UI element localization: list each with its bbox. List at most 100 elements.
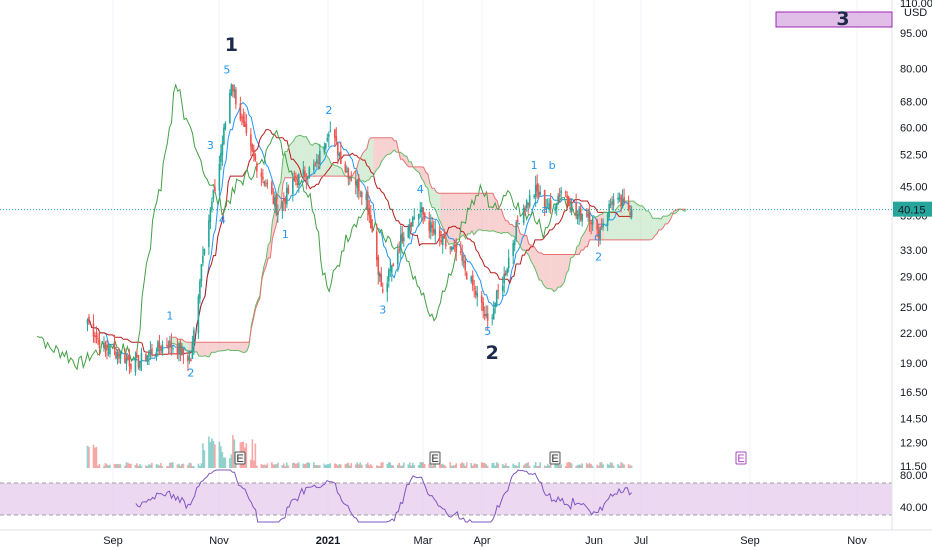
candle-body[interactable] <box>134 357 137 372</box>
candle-body[interactable] <box>334 129 336 138</box>
candle-body[interactable] <box>214 186 216 191</box>
candle-body[interactable] <box>387 270 390 282</box>
candle-body[interactable] <box>244 121 246 127</box>
candle-body[interactable] <box>621 199 624 207</box>
candle-body[interactable] <box>390 265 393 272</box>
candle-body[interactable] <box>160 346 162 351</box>
candle-body[interactable] <box>599 227 601 241</box>
candle-body[interactable] <box>609 203 612 205</box>
candle-body[interactable] <box>157 341 159 352</box>
candle-body[interactable] <box>596 220 598 230</box>
candle-body[interactable] <box>503 273 505 284</box>
candle-body[interactable] <box>407 227 410 238</box>
candle-body[interactable] <box>349 176 351 179</box>
candle-body[interactable] <box>536 183 538 192</box>
candle-body[interactable] <box>513 241 516 246</box>
candle-body[interactable] <box>368 208 371 216</box>
candle-body[interactable] <box>440 239 443 243</box>
candle-body[interactable] <box>317 162 320 164</box>
candle-body[interactable] <box>118 353 120 357</box>
candle-body[interactable] <box>527 202 529 205</box>
candle-body[interactable] <box>103 342 105 348</box>
candle-body[interactable] <box>319 150 321 164</box>
candle-body[interactable] <box>305 177 308 180</box>
candle-body[interactable] <box>139 361 141 369</box>
candle-body[interactable] <box>325 143 327 149</box>
candle-body[interactable] <box>420 207 423 213</box>
candle-body[interactable] <box>470 276 473 282</box>
candle-body[interactable] <box>522 208 525 224</box>
candle-body[interactable] <box>313 164 315 171</box>
candle-body[interactable] <box>629 212 631 215</box>
candle-body[interactable] <box>564 191 567 193</box>
candle-body[interactable] <box>187 355 189 362</box>
candle-body[interactable] <box>296 183 299 185</box>
candle-body[interactable] <box>611 201 613 205</box>
candle-body[interactable] <box>148 352 150 357</box>
candle-body[interactable] <box>378 273 381 277</box>
candle-body[interactable] <box>533 195 535 198</box>
candle-body[interactable] <box>271 182 273 194</box>
candle-body[interactable] <box>600 226 603 228</box>
candle-body[interactable] <box>459 251 462 253</box>
earnings-marker[interactable] <box>234 451 246 465</box>
candle-body[interactable] <box>411 216 414 227</box>
candle-body[interactable] <box>109 345 111 355</box>
candle-body[interactable] <box>557 195 559 204</box>
candle-body[interactable] <box>485 314 488 316</box>
candle-body[interactable] <box>444 240 447 247</box>
candle-body[interactable] <box>193 330 195 345</box>
candle-body[interactable] <box>260 172 263 177</box>
candle-body[interactable] <box>233 89 236 92</box>
candle-body[interactable] <box>555 203 558 209</box>
candle-body[interactable] <box>98 339 101 349</box>
candle-body[interactable] <box>179 342 182 355</box>
candle-body[interactable] <box>480 295 483 303</box>
candle-body[interactable] <box>335 136 338 142</box>
candle-body[interactable] <box>429 222 432 233</box>
candle-body[interactable] <box>462 261 465 263</box>
candle-body[interactable] <box>119 351 122 359</box>
candle-body[interactable] <box>277 212 279 215</box>
candle-body[interactable] <box>432 228 435 233</box>
candle-body[interactable] <box>588 212 591 222</box>
candle-body[interactable] <box>221 143 224 156</box>
candle-body[interactable] <box>543 189 546 208</box>
candle-body[interactable] <box>253 149 255 157</box>
candle-body[interactable] <box>239 103 242 120</box>
rsi-pane[interactable] <box>0 469 892 523</box>
candle-body[interactable] <box>608 203 610 217</box>
candle-body[interactable] <box>212 189 215 199</box>
candle-body[interactable] <box>292 179 294 195</box>
candle-body[interactable] <box>145 353 147 361</box>
candle-body[interactable] <box>422 207 425 215</box>
candle-body[interactable] <box>419 209 422 212</box>
candle-body[interactable] <box>283 198 285 201</box>
candle-body[interactable] <box>182 348 185 354</box>
candle-body[interactable] <box>389 268 392 271</box>
earnings-marker[interactable] <box>735 451 747 465</box>
candle-body[interactable] <box>272 196 275 204</box>
candle-body[interactable] <box>323 146 326 153</box>
candle-body[interactable] <box>492 308 495 320</box>
candle-body[interactable] <box>578 208 580 216</box>
candle-body[interactable] <box>360 192 363 198</box>
candle-body[interactable] <box>230 84 233 96</box>
price-axis[interactable]: 110.0095.0080.0068.0060.0052.5045.0039.0… <box>891 0 932 550</box>
candle-body[interactable] <box>504 272 507 276</box>
candle-body[interactable] <box>410 222 413 227</box>
candle-body[interactable] <box>281 201 284 212</box>
candle-body[interactable] <box>482 302 485 312</box>
candle-body[interactable] <box>546 207 549 209</box>
candle-body[interactable] <box>151 348 153 355</box>
candle-body[interactable] <box>545 206 547 210</box>
candle-body[interactable] <box>486 313 489 321</box>
candle-body[interactable] <box>402 237 405 242</box>
candle-body[interactable] <box>256 163 258 172</box>
candle-body[interactable] <box>630 209 633 218</box>
candle-body[interactable] <box>344 163 347 172</box>
candle-body[interactable] <box>202 255 204 264</box>
candle-body[interactable] <box>450 247 453 251</box>
candle-body[interactable] <box>408 224 411 231</box>
